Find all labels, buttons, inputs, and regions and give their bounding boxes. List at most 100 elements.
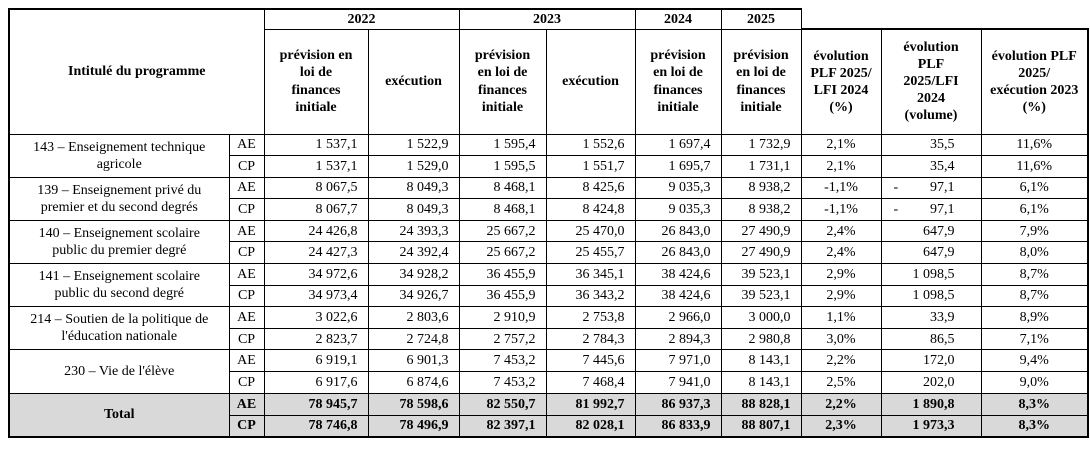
value-cell: 7,1% (980, 327, 1089, 351)
col-header-evolution-exec-pct: évolution PLF 2025/ exécution 2023 (%) (980, 28, 1089, 135)
value-cell: 9 035,3 (634, 198, 722, 221)
value-cell: 25 455,7 (545, 241, 636, 265)
value-cell: 2,9% (800, 263, 882, 286)
value-cell: 8 424,8 (545, 198, 636, 221)
row-type-cell: AE (228, 349, 265, 373)
value-cell: 8 938,2 (720, 176, 802, 200)
value-cell: 1 098,5 (880, 263, 982, 286)
value-cell: 8,7% (980, 263, 1089, 286)
value-cell: 35,4 (880, 155, 982, 178)
value-cell: 9,0% (980, 371, 1089, 394)
value-cell: 27 490,9 (720, 241, 802, 265)
value-cell: 1 731,1 (720, 155, 802, 178)
program-name-cell: 141 – Enseignement scolaire public du se… (8, 263, 230, 308)
value-cell: 7,9% (980, 219, 1089, 243)
value-cell: 1 551,7 (545, 155, 636, 178)
value-cell: 2,2% (800, 349, 882, 373)
year-header-row: Intitulé du programme 2022 2023 2024 202… (8, 8, 1088, 135)
value-cell: 8,9% (980, 306, 1089, 329)
value-cell: 8 049,3 (367, 198, 460, 221)
value-cell: 8 425,6 (545, 176, 636, 200)
value-cell: 8 049,3 (367, 176, 460, 200)
row-type-cell: CP (228, 284, 265, 308)
value-cell: 36 345,1 (545, 263, 636, 286)
table-header: Intitulé du programme 2022 2023 2024 202… (8, 8, 1089, 135)
value-cell: 1 973,3 (880, 414, 982, 439)
value-cell: 7 971,0 (634, 349, 722, 373)
value-cell: 82 550,7 (458, 392, 547, 416)
value-cell: 88 828,1 (720, 392, 802, 416)
header-spacer (801, 9, 1088, 29)
value-cell: 34 928,2 (367, 263, 460, 286)
program-row-cp: CP 24 427,3 24 392,4 25 667,2 25 455,7 26 843… (9, 241, 1089, 265)
value-cell: 36 455,9 (458, 284, 547, 308)
total-label-cell: Total (8, 392, 230, 439)
value-cell: 1 098,5 (880, 284, 982, 308)
value-cell: 6,1% (980, 198, 1089, 221)
program-row-ae: 143 – Enseignement technique agricole AE 1… (8, 133, 1089, 178)
value-cell: 2 966,0 (634, 306, 722, 329)
col-header-prevision-2022: prévision en loi de finances initiale (263, 28, 369, 135)
row-type-cell: CP (228, 241, 265, 265)
value-cell: 3 000,0 (720, 306, 802, 329)
value-cell: 24 392,4 (367, 241, 460, 265)
value-cell: 2,9% (800, 284, 882, 308)
value-cell: 202,0 (880, 371, 982, 394)
row-type-cell: AE (228, 133, 265, 157)
value-cell: 1 522,9 (367, 133, 460, 157)
value-cell: 34 926,7 (367, 284, 460, 308)
program-row-ae: 141 – Enseignement scolaire public du se… (8, 263, 1089, 308)
value-cell: 1 529,0 (367, 155, 460, 178)
program-name-cell: 140 – Enseignement scolaire public du pr… (8, 219, 230, 265)
program-row-ae: 214 – Soutien de la politique de l'éduca… (8, 306, 1089, 351)
col-header-evolution-pct: évolution PLF 2025/ LFI 2024 (%) (800, 28, 882, 135)
year-header-2023: 2023 (458, 8, 636, 30)
row-type-cell: CP (228, 327, 265, 351)
year-header-2024: 2024 (634, 8, 722, 30)
value-cell: 2 757,2 (458, 327, 547, 351)
value-cell: 8 067,5 (263, 176, 369, 200)
minus-sign: - (893, 202, 899, 218)
row-type-cell: AE (228, 306, 265, 329)
value-cell: 8,3% (980, 392, 1089, 416)
value-cell: 27 490,9 (720, 219, 802, 243)
value-cell: - 97,1 (880, 198, 982, 221)
value-cell: 2 784,3 (545, 327, 636, 351)
value-cell: 3,0% (800, 327, 882, 351)
value-cell: 2,1% (800, 155, 882, 178)
value-cell: 1 552,6 (545, 133, 636, 157)
program-name-cell: 230 – Vie de l'élève (8, 349, 230, 394)
value-cell: 7 453,2 (458, 349, 547, 373)
col-header-prevision-2024: prévision en loi de finances initiale (634, 28, 722, 135)
value-cell: 6 919,1 (263, 349, 369, 373)
value-cell: -1,1% (800, 176, 882, 200)
value-cell: -1,1% (800, 198, 882, 221)
value-cell: 33,9 (880, 306, 982, 329)
value-cell: 1 537,1 (263, 133, 369, 157)
value-cell: 36 455,9 (458, 263, 547, 286)
row-type-cell: CP (228, 371, 265, 394)
value-cell: 2 753,8 (545, 306, 636, 329)
value-cell: 25 667,2 (458, 241, 547, 265)
row-type-cell: CP (228, 155, 265, 178)
value-cell: 78 746,8 (263, 414, 369, 439)
value-cell: 1 537,1 (263, 155, 369, 178)
value-cell: 7 453,2 (458, 371, 547, 394)
program-row-ae: 230 – Vie de l'élève AE 6 919,1 6 901,3 7 45… (8, 349, 1089, 394)
value-cell: 2,5% (800, 371, 882, 394)
value-cell: 6 917,6 (263, 371, 369, 394)
program-row-cp: CP 2 823,7 2 724,8 2 757,2 2 784,3 2 894,3 2 9… (9, 327, 1089, 351)
value-cell: 8,7% (980, 284, 1089, 308)
value-cell: 1 695,7 (634, 155, 722, 178)
value-cell: 35,5 (880, 133, 982, 157)
value-cell: 86,5 (880, 327, 982, 351)
year-header-2022: 2022 (263, 8, 460, 30)
value-cell: 34 972,6 (263, 263, 369, 286)
row-type-cell: AE (228, 392, 265, 416)
program-row-cp: CP 1 537,1 1 529,0 1 595,5 1 551,7 1 695,7 1 7… (9, 155, 1089, 178)
value-cell: 2 803,6 (367, 306, 460, 329)
value-cell: 82 028,1 (545, 414, 636, 439)
value-cell: 1 732,9 (720, 133, 802, 157)
col-header-execution-2023: exécution (545, 28, 636, 135)
value-cell: 647,9 (880, 219, 982, 243)
